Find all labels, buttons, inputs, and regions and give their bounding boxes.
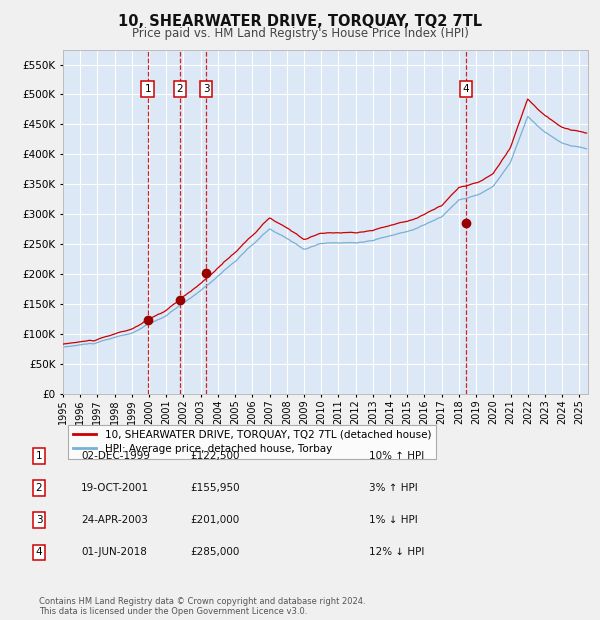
Text: 1: 1 [145,84,151,94]
Text: Contains HM Land Registry data © Crown copyright and database right 2024.: Contains HM Land Registry data © Crown c… [39,597,365,606]
Text: 02-DEC-1999: 02-DEC-1999 [81,451,150,461]
Text: This data is licensed under the Open Government Licence v3.0.: This data is licensed under the Open Gov… [39,607,307,616]
Text: 01-JUN-2018: 01-JUN-2018 [81,547,147,557]
Text: 3: 3 [203,84,209,94]
Legend: 10, SHEARWATER DRIVE, TORQUAY, TQ2 7TL (detached house), HPI: Average price, det: 10, SHEARWATER DRIVE, TORQUAY, TQ2 7TL (… [68,425,436,459]
Text: 3% ↑ HPI: 3% ↑ HPI [369,483,418,493]
Text: £122,500: £122,500 [191,451,240,461]
Text: Price paid vs. HM Land Registry's House Price Index (HPI): Price paid vs. HM Land Registry's House … [131,27,469,40]
Text: 2: 2 [177,84,184,94]
Text: £201,000: £201,000 [191,515,240,525]
Text: 24-APR-2003: 24-APR-2003 [81,515,148,525]
Text: 3: 3 [35,515,43,525]
Text: 19-OCT-2001: 19-OCT-2001 [81,483,149,493]
Text: 10, SHEARWATER DRIVE, TORQUAY, TQ2 7TL: 10, SHEARWATER DRIVE, TORQUAY, TQ2 7TL [118,14,482,29]
Text: 4: 4 [463,84,469,94]
Text: 10% ↑ HPI: 10% ↑ HPI [369,451,424,461]
Text: 4: 4 [35,547,43,557]
Text: 1% ↓ HPI: 1% ↓ HPI [369,515,418,525]
Text: 12% ↓ HPI: 12% ↓ HPI [369,547,424,557]
Text: £285,000: £285,000 [191,547,240,557]
Text: £155,950: £155,950 [190,483,240,493]
Text: 1: 1 [35,451,43,461]
Text: 2: 2 [35,483,43,493]
